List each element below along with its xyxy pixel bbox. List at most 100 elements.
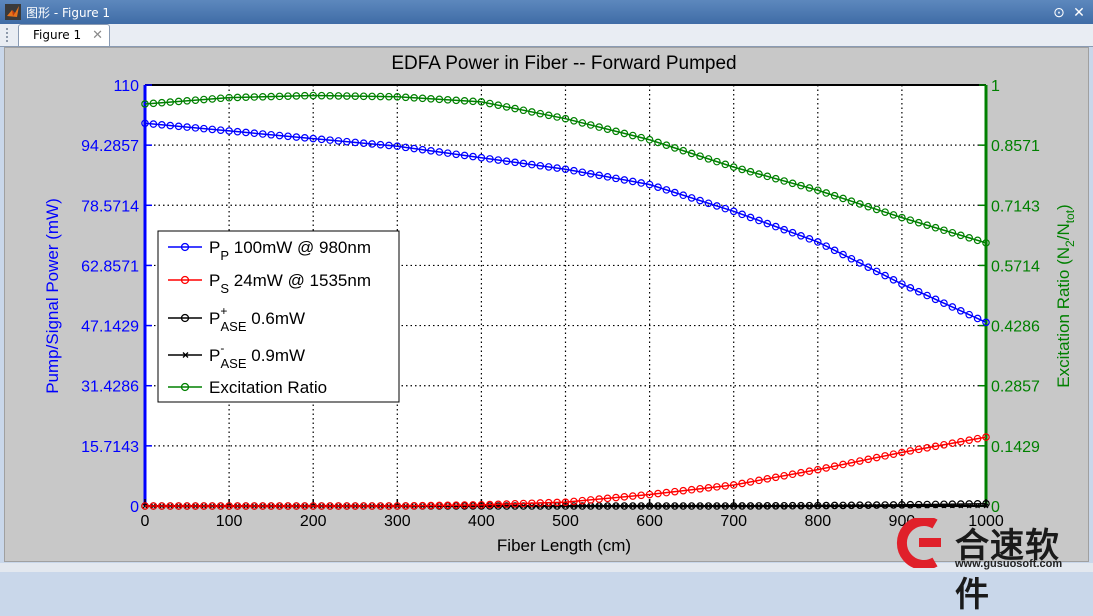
- data-point: [326, 91, 334, 100]
- data-point: [689, 503, 695, 509]
- data-point: [368, 140, 376, 148]
- data-point: [410, 501, 418, 510]
- y-tick-label: 62.8571: [81, 258, 139, 275]
- watermark-url: www.gusuosoft.com: [955, 558, 1063, 570]
- data-point: [847, 254, 856, 263]
- data-point: [376, 140, 385, 149]
- data-point: [242, 93, 250, 102]
- data-point: [771, 174, 780, 183]
- data-point: [696, 196, 704, 205]
- tab-label: Figure 1: [33, 28, 82, 42]
- data-point: [620, 176, 629, 184]
- data-point: [368, 92, 376, 101]
- data-point: [275, 502, 284, 510]
- data-point: [570, 497, 578, 506]
- data-point: [233, 502, 242, 510]
- data-point: [713, 483, 721, 491]
- data-point: [687, 485, 696, 494]
- data-point: [931, 295, 940, 304]
- data-point: [780, 225, 788, 234]
- data-point: [588, 503, 594, 509]
- series-0: [141, 119, 990, 327]
- data-point: [200, 124, 208, 133]
- data-point: [923, 221, 931, 229]
- data-point: [284, 502, 292, 510]
- data-point: [443, 149, 452, 157]
- data-point: [519, 106, 528, 115]
- y2-axis-label: Excitation Ratio (N2/Ntot): [1054, 204, 1077, 387]
- dock-menu-icon[interactable]: ⊙: [1053, 4, 1065, 20]
- legend-label: PS 24mW @ 1535nm: [209, 271, 371, 296]
- x-tick-label: 600: [636, 513, 663, 530]
- data-point: [452, 150, 460, 159]
- data-point: [174, 97, 183, 106]
- data-point: [704, 199, 713, 208]
- data-point: [662, 141, 671, 150]
- watermark-logo-icon: [896, 518, 941, 568]
- data-point: [788, 228, 797, 237]
- data-point: [183, 502, 191, 510]
- data-point: [578, 496, 587, 505]
- tabstrip-grip-icon[interactable]: [6, 28, 14, 42]
- data-point: [662, 186, 671, 194]
- series-1: [141, 433, 990, 510]
- tab-figure-1[interactable]: Figure 1 ✕: [18, 24, 110, 46]
- data-point: [469, 501, 477, 509]
- data-point: [965, 500, 973, 508]
- data-point: [982, 499, 990, 508]
- data-point: [697, 503, 703, 509]
- data-point: [637, 133, 645, 142]
- data-point: [191, 502, 200, 510]
- data-point: [849, 503, 854, 509]
- tab-close-icon[interactable]: ✕: [92, 27, 103, 42]
- data-point: [385, 141, 393, 150]
- data-point: [965, 310, 973, 319]
- data-point: [612, 174, 620, 183]
- data-point: [502, 103, 511, 111]
- data-point: [830, 191, 839, 200]
- legend-label-main: P: [209, 271, 220, 290]
- legend-label-rest: 0.6mW: [247, 309, 306, 328]
- data-point: [771, 473, 780, 482]
- data-point: [300, 134, 309, 142]
- data-point: [906, 500, 915, 509]
- data-point: [427, 501, 435, 510]
- data-point: [149, 99, 158, 108]
- data-point: [233, 127, 242, 136]
- data-point: [746, 167, 755, 176]
- x-tick-label: 500: [552, 513, 579, 530]
- y2-tick-label: 0.5714: [991, 258, 1040, 275]
- data-point: [620, 493, 629, 501]
- data-point: [721, 482, 730, 490]
- data-point: [914, 287, 923, 296]
- data-point: [393, 92, 402, 101]
- data-point: [830, 246, 839, 255]
- data-point: [764, 503, 770, 509]
- x-tick-label: 1000: [968, 513, 1004, 530]
- data-point: [376, 92, 385, 101]
- close-icon[interactable]: ✕: [1073, 4, 1085, 20]
- data-point: [966, 503, 972, 509]
- data-point: [798, 503, 804, 509]
- data-point: [889, 501, 898, 509]
- data-point: [460, 151, 469, 160]
- data-point: [578, 119, 587, 127]
- data-point: [755, 216, 763, 225]
- y2-label-pre: Excitation Ratio (N: [1054, 247, 1073, 388]
- data-point: [924, 503, 930, 509]
- data-point: [300, 91, 309, 100]
- data-point: [882, 503, 888, 509]
- data-point: [982, 239, 990, 247]
- data-point: [267, 502, 275, 510]
- data-point: [898, 213, 906, 222]
- data-point: [788, 470, 797, 479]
- legend-label-sub: ASE: [221, 356, 247, 371]
- y-tick-label: 78.5714: [81, 198, 139, 215]
- data-point: [872, 267, 881, 276]
- data-point: [628, 131, 637, 140]
- y2-label-sub2: tot: [1063, 209, 1077, 223]
- data-point: [746, 213, 755, 222]
- legend-label-rest: 100mW @ 980nm: [229, 238, 371, 257]
- data-point: [864, 455, 873, 464]
- data-point: [899, 503, 905, 509]
